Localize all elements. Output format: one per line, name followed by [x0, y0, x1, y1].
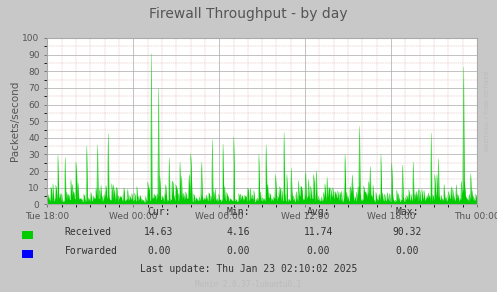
Text: Cur:: Cur:: [147, 207, 171, 217]
Text: Min:: Min:: [227, 207, 250, 217]
Y-axis label: Packets/second: Packets/second: [9, 81, 19, 161]
Text: 0.00: 0.00: [147, 246, 171, 256]
Text: 90.32: 90.32: [393, 227, 422, 237]
Text: 4.16: 4.16: [227, 227, 250, 237]
Text: Received: Received: [65, 227, 112, 237]
Text: 14.63: 14.63: [144, 227, 174, 237]
Text: Forwarded: Forwarded: [65, 246, 117, 256]
Text: Avg:: Avg:: [306, 207, 330, 217]
Text: Max:: Max:: [396, 207, 419, 217]
Text: 11.74: 11.74: [303, 227, 333, 237]
Text: 0.00: 0.00: [396, 246, 419, 256]
Text: 0.00: 0.00: [306, 246, 330, 256]
Text: Firewall Throughput - by day: Firewall Throughput - by day: [149, 7, 348, 21]
Text: 0.00: 0.00: [227, 246, 250, 256]
Text: Munin 2.0.37-1ubuntu0.1: Munin 2.0.37-1ubuntu0.1: [195, 280, 302, 289]
Text: RRDTOOL / TOBI OETIKER: RRDTOOL / TOBI OETIKER: [485, 71, 490, 151]
Text: Last update: Thu Jan 23 02:10:02 2025: Last update: Thu Jan 23 02:10:02 2025: [140, 264, 357, 274]
